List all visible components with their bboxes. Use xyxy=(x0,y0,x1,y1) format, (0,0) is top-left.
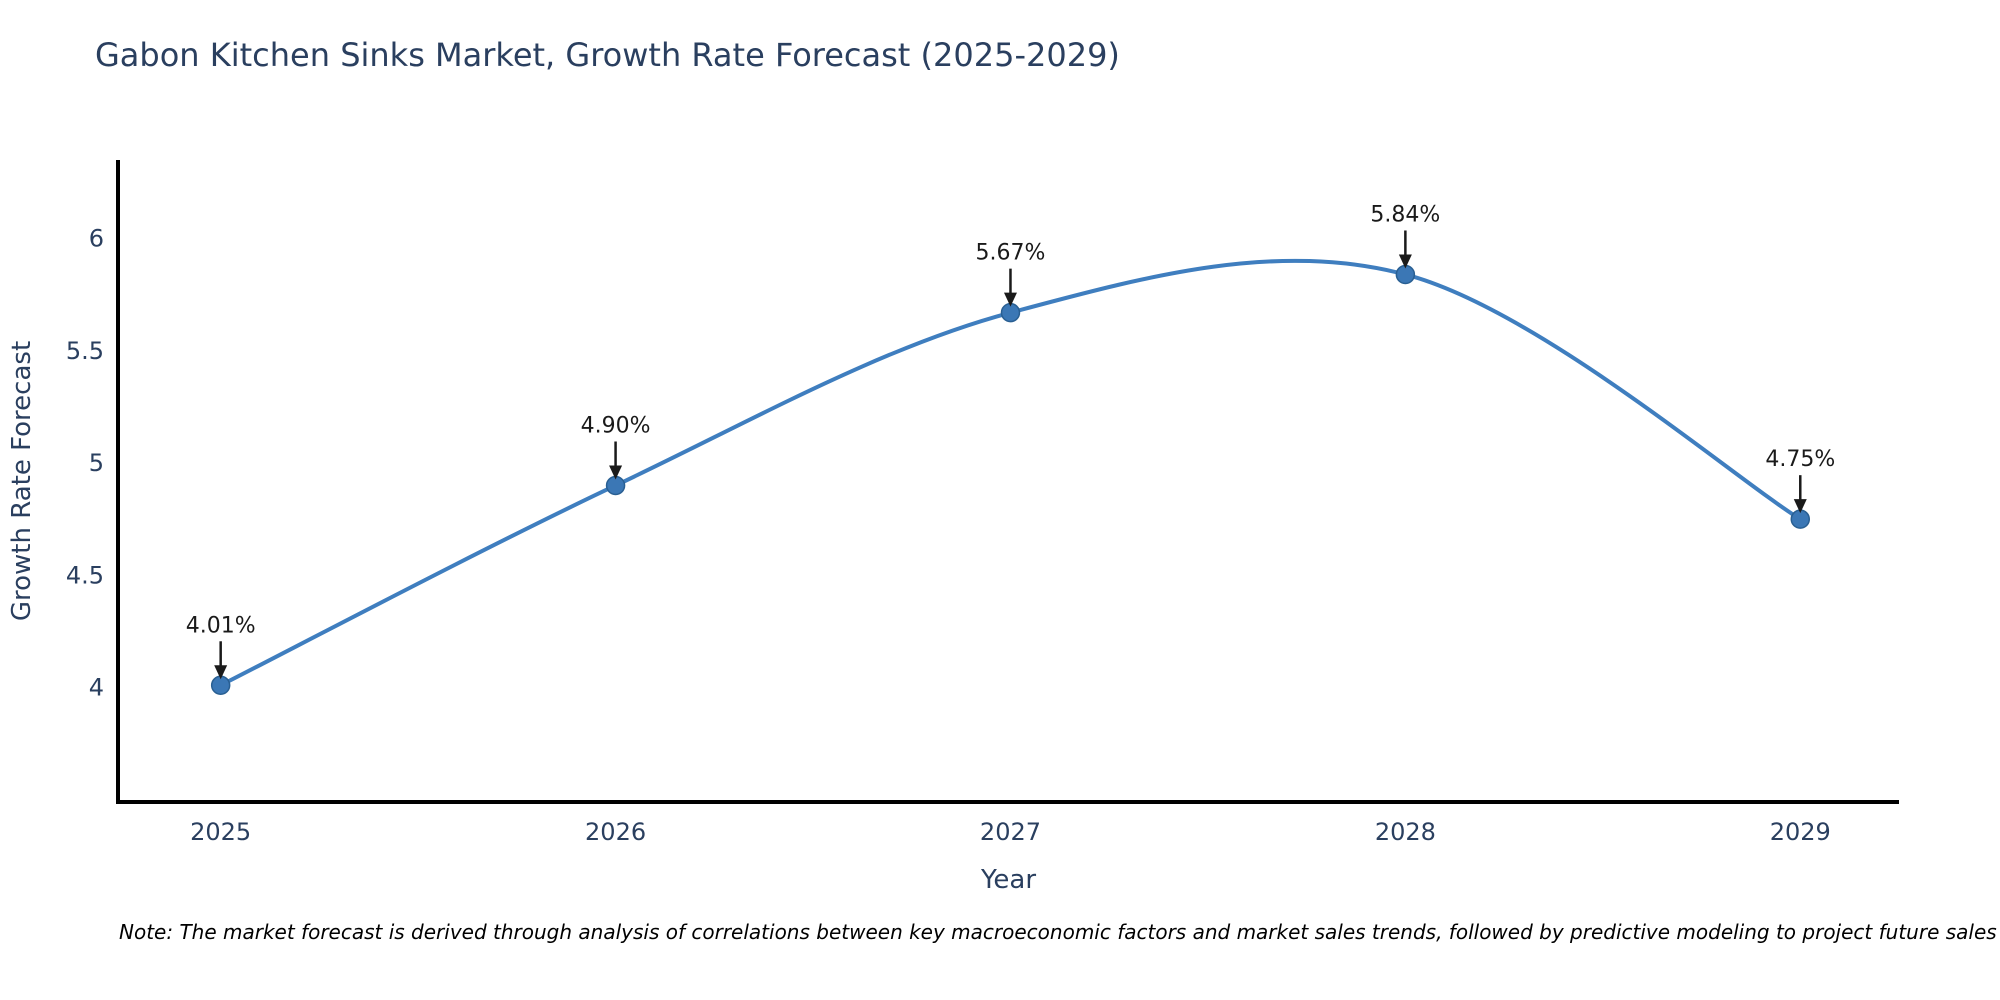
annotation-arrowhead-icon xyxy=(1398,254,1412,269)
footnote: Note: The market forecast is derived thr… xyxy=(119,920,1997,944)
forecast-line xyxy=(218,258,1803,688)
annotation-arrowhead-icon xyxy=(1793,499,1807,514)
y-tick-label: 5.5 xyxy=(66,337,104,365)
x-tick-label: 2025 xyxy=(190,818,251,846)
point-value-label: 5.84% xyxy=(1370,202,1440,227)
point-value-label: 4.90% xyxy=(581,413,651,438)
y-tick-label: 5 xyxy=(89,449,104,477)
y-tick-label: 6 xyxy=(89,225,104,253)
x-tick-label: 2026 xyxy=(585,818,646,846)
x-tick-label: 2028 xyxy=(1375,818,1436,846)
chart-title: Gabon Kitchen Sinks Market, Growth Rate … xyxy=(95,36,1120,74)
point-value-label: 4.01% xyxy=(186,613,256,638)
x-tick-label: 2029 xyxy=(1770,818,1831,846)
y-tick-label: 4.5 xyxy=(66,561,104,589)
point-value-label: 4.75% xyxy=(1765,447,1835,472)
x-tick-label: 2027 xyxy=(980,818,1041,846)
annotation-arrowhead-icon xyxy=(1003,292,1017,307)
annotation-arrowhead-icon xyxy=(214,665,228,680)
x-axis-title: Year xyxy=(980,865,1036,895)
y-axis-title: Growth Rate Forecast xyxy=(7,341,37,621)
point-value-label: 5.67% xyxy=(976,241,1046,266)
y-tick-label: 4 xyxy=(89,674,104,702)
annotation-arrowhead-icon xyxy=(609,465,623,480)
